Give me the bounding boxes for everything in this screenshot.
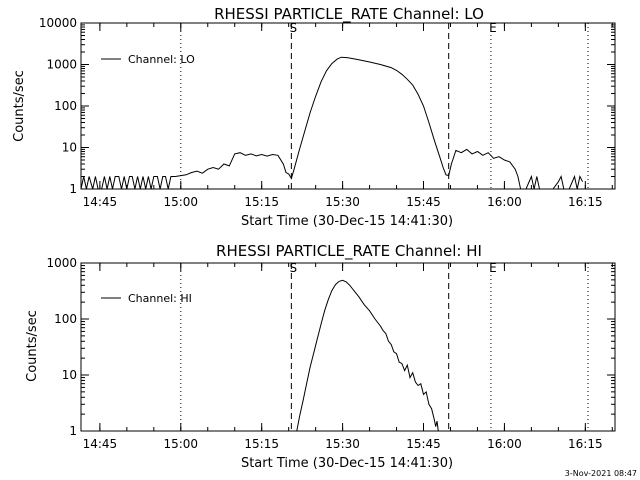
y-tick-label: 1: [69, 182, 77, 196]
chart-lo-plot-frame: [80, 22, 616, 190]
y-tick-label: 1: [69, 424, 77, 438]
chart-hi-legend: Channel: HI: [101, 292, 192, 305]
y-tick-label: 100: [54, 312, 77, 326]
event-marker-label: S: [290, 261, 298, 275]
event-marker-label: E: [489, 21, 497, 35]
chart-hi-y-axis: 1 10 100 1000: [46, 256, 615, 438]
chart-hi-x-axis-label: Start Time (30-Dec-15 14:41:30): [241, 456, 453, 471]
x-tick-label: 15:15: [244, 195, 279, 209]
chart-hi-plot-frame: [80, 262, 616, 432]
chart-hi-y-axis-label: Counts/sec: [25, 310, 40, 382]
x-tick-label: 14:45: [83, 195, 118, 209]
y-tick-label: 1000: [46, 256, 77, 270]
x-tick-label: 14:45: [83, 437, 118, 451]
y-tick-label: 1000: [46, 58, 77, 72]
chart-lo-series-line: [80, 56, 584, 190]
y-tick-label: 10000: [39, 16, 77, 30]
y-tick-label: 100: [54, 99, 77, 113]
chart-lo-title: RHESSI PARTICLE_RATE Channel: LO: [214, 5, 484, 24]
x-tick-label: 15:45: [406, 437, 441, 451]
x-tick-label: 15:30: [325, 437, 360, 451]
x-tick-label: 15:45: [406, 195, 441, 209]
chart-lo-x-axis: 14:45 15:00 15:15 15:30 15:45 16:00 16:15: [83, 23, 613, 209]
chart-hi-x-axis: 14:45 15:00 15:15 15:30 15:45 16:00 16:15: [83, 263, 613, 451]
legend-label-lo: Channel: LO: [128, 53, 195, 66]
x-tick-label: 16:00: [487, 437, 522, 451]
event-marker-label: E: [489, 261, 497, 275]
chart-hi-title: RHESSI PARTICLE_RATE Channel: HI: [216, 242, 482, 261]
footer-timestamp: 3-Nov-2021 08:47: [565, 469, 637, 478]
chart-hi-series-line: [296, 279, 439, 432]
x-tick-label: 16:15: [568, 195, 603, 209]
y-tick-label: 10: [62, 141, 77, 155]
x-tick-label: 15:30: [325, 195, 360, 209]
x-tick-label: 16:15: [568, 437, 603, 451]
chart-lo-y-axis-label: Counts/sec: [12, 70, 27, 142]
x-tick-label: 15:15: [244, 437, 279, 451]
chart-lo-legend: Channel: LO: [101, 53, 195, 66]
x-tick-label: 15:00: [163, 195, 198, 209]
x-tick-label: 16:00: [487, 195, 522, 209]
event-marker-label: S: [290, 21, 298, 35]
legend-label-hi: Channel: HI: [128, 292, 192, 305]
chart-lo-y-axis: 1 10 100 1000 10000: [39, 16, 615, 196]
x-tick-label: 15:00: [163, 437, 198, 451]
y-tick-label: 10: [62, 368, 77, 382]
chart-lo-x-axis-label: Start Time (30-Dec-15 14:41:30): [241, 214, 453, 229]
